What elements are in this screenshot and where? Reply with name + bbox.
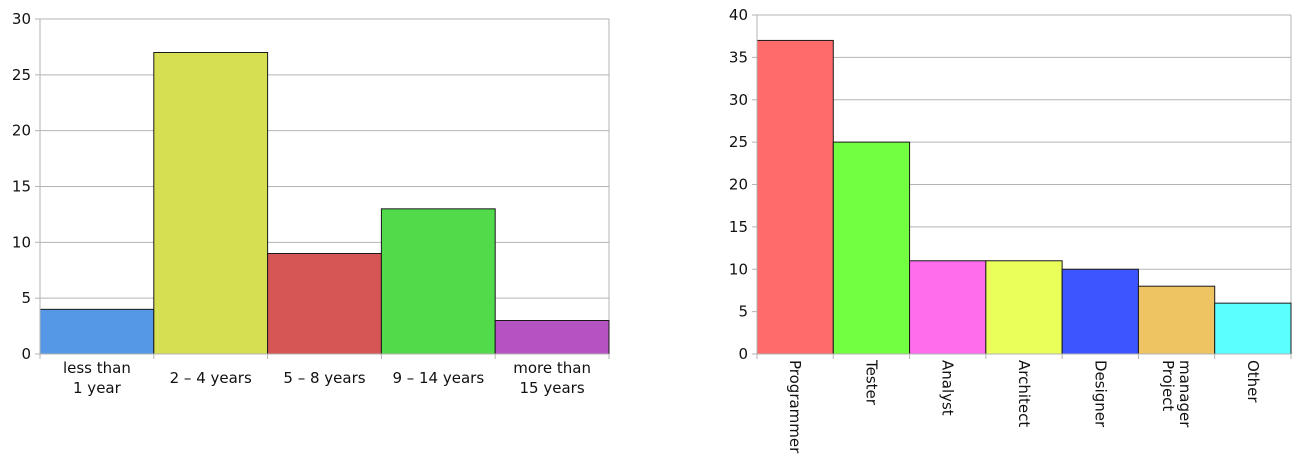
y-tick-label: 20 [729,176,748,194]
bar [832,141,911,355]
x-category-label: Analyst [939,360,957,416]
y-tick-label: 25 [12,66,31,84]
x-category-label: Architect [1015,360,1033,427]
x-category-label: Designer [1091,360,1109,428]
x-category-label: 15 years [520,379,585,397]
role-bar-chart: 0 5 10 15 20 25 30 35 40 Programmer Tester Analyst A… [729,6,1292,454]
x-category-label: 5 – 8 years [283,369,365,387]
bar [494,320,610,355]
y-tick-label: 20 [12,122,31,140]
y-tick-label: 30 [729,91,748,109]
y-tick-label: 0 [21,345,31,363]
x-category-label: 2 – 4 years [170,369,252,387]
y-tick-label: 5 [738,303,748,321]
y-tick-label: 5 [21,289,31,307]
y-tick-label: 10 [12,233,31,251]
y-tick-label: 15 [12,178,31,196]
x-category-label: manager [1176,360,1194,428]
y-tick-label: 30 [12,10,31,28]
x-category-label: Project [1159,360,1177,411]
bar [985,260,1063,355]
bar [380,208,496,355]
bar [267,253,382,355]
bar [909,260,987,355]
x-category-label: Programmer [786,360,804,454]
experience-bar-chart: 0 5 10 15 20 25 30 less than 1 year 2 – 4 years 5 … [12,10,610,397]
x-category-label: Other [1244,360,1262,403]
bar [1137,285,1216,355]
x-category-label: more than [513,359,591,377]
y-tick-label: 15 [729,218,748,236]
x-category-label: 1 year [73,379,122,397]
y-tick-label: 25 [729,133,748,151]
x-category-label: less than [63,359,131,377]
y-tick-label: 35 [729,48,748,66]
x-category-label: 9 – 14 years [392,369,484,387]
y-tick-label: 0 [738,345,748,363]
y-tick-label: 10 [729,260,748,278]
bar [1061,268,1139,355]
bar [153,52,269,355]
y-tick-label: 40 [729,6,748,24]
bar [39,308,155,355]
bar [756,39,834,355]
bar [1214,302,1292,355]
x-category-label: Tester [862,359,880,406]
